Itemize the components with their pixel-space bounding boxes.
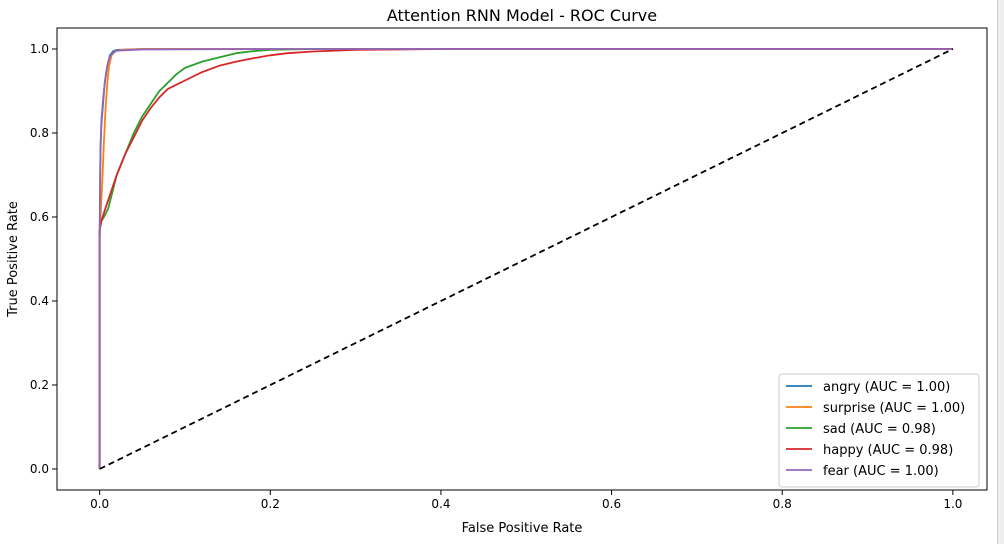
- y-tick-label-4: 0.8: [30, 126, 49, 140]
- legend-entry-2: sad (AUC = 0.98): [823, 422, 936, 437]
- legend: angry (AUC = 1.00) surprise (AUC = 1.00) s…: [778, 373, 980, 488]
- y-tick-label-5: 1.0: [30, 42, 49, 56]
- reference-diagonal-line: [99, 48, 954, 470]
- x-ticks: 0.0 0.2 0.4 0.6 0.8 1.0: [90, 490, 962, 511]
- legend-entry-4: fear (AUC = 1.00): [823, 464, 939, 479]
- chart-title: Attention RNN Model - ROC Curve: [387, 6, 657, 25]
- x-tick-label-3: 0.6: [602, 497, 621, 511]
- reference-line-group: [99, 48, 954, 470]
- x-tick-label-2: 0.4: [431, 497, 450, 511]
- window-edge-strip: [997, 0, 1004, 544]
- y-tick-label-1: 0.2: [30, 378, 49, 392]
- x-tick-label-0: 0.0: [90, 497, 109, 511]
- y-tick-label-2: 0.4: [30, 294, 49, 308]
- y-tick-label-3: 0.6: [30, 210, 49, 224]
- legend-entry-1: surprise (AUC = 1.00): [823, 401, 965, 416]
- x-tick-label-1: 0.2: [261, 497, 280, 511]
- legend-entry-3: happy (AUC = 0.98): [823, 443, 953, 458]
- y-ticks: 0.0 0.2 0.4 0.6 0.8 1.0: [30, 42, 57, 476]
- series-line-4: [98, 48, 953, 469]
- y-tick-label-0: 0.0: [30, 462, 49, 476]
- legend-box: [778, 373, 980, 488]
- y-axis-label: True Positive Rate: [6, 201, 21, 318]
- series-line-3: [98, 48, 953, 469]
- plot-frame: [56, 27, 988, 491]
- legend-entry-0: angry (AUC = 1.00): [823, 380, 950, 395]
- x-tick-label-4: 0.8: [773, 497, 792, 511]
- series-group: [98, 48, 953, 469]
- x-tick-label-5: 1.0: [943, 497, 962, 511]
- x-axis-label: False Positive Rate: [462, 521, 583, 536]
